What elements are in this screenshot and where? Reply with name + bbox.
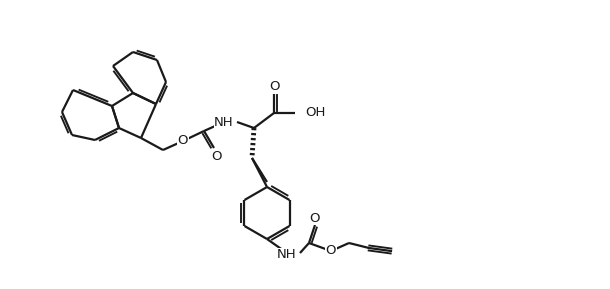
Text: O: O (210, 149, 221, 162)
Text: NH: NH (277, 249, 297, 262)
Text: O: O (326, 244, 336, 257)
Text: O: O (178, 134, 188, 147)
Text: O: O (310, 212, 320, 225)
Text: NH: NH (214, 116, 234, 129)
Text: OH: OH (305, 107, 325, 119)
Text: O: O (269, 81, 279, 94)
